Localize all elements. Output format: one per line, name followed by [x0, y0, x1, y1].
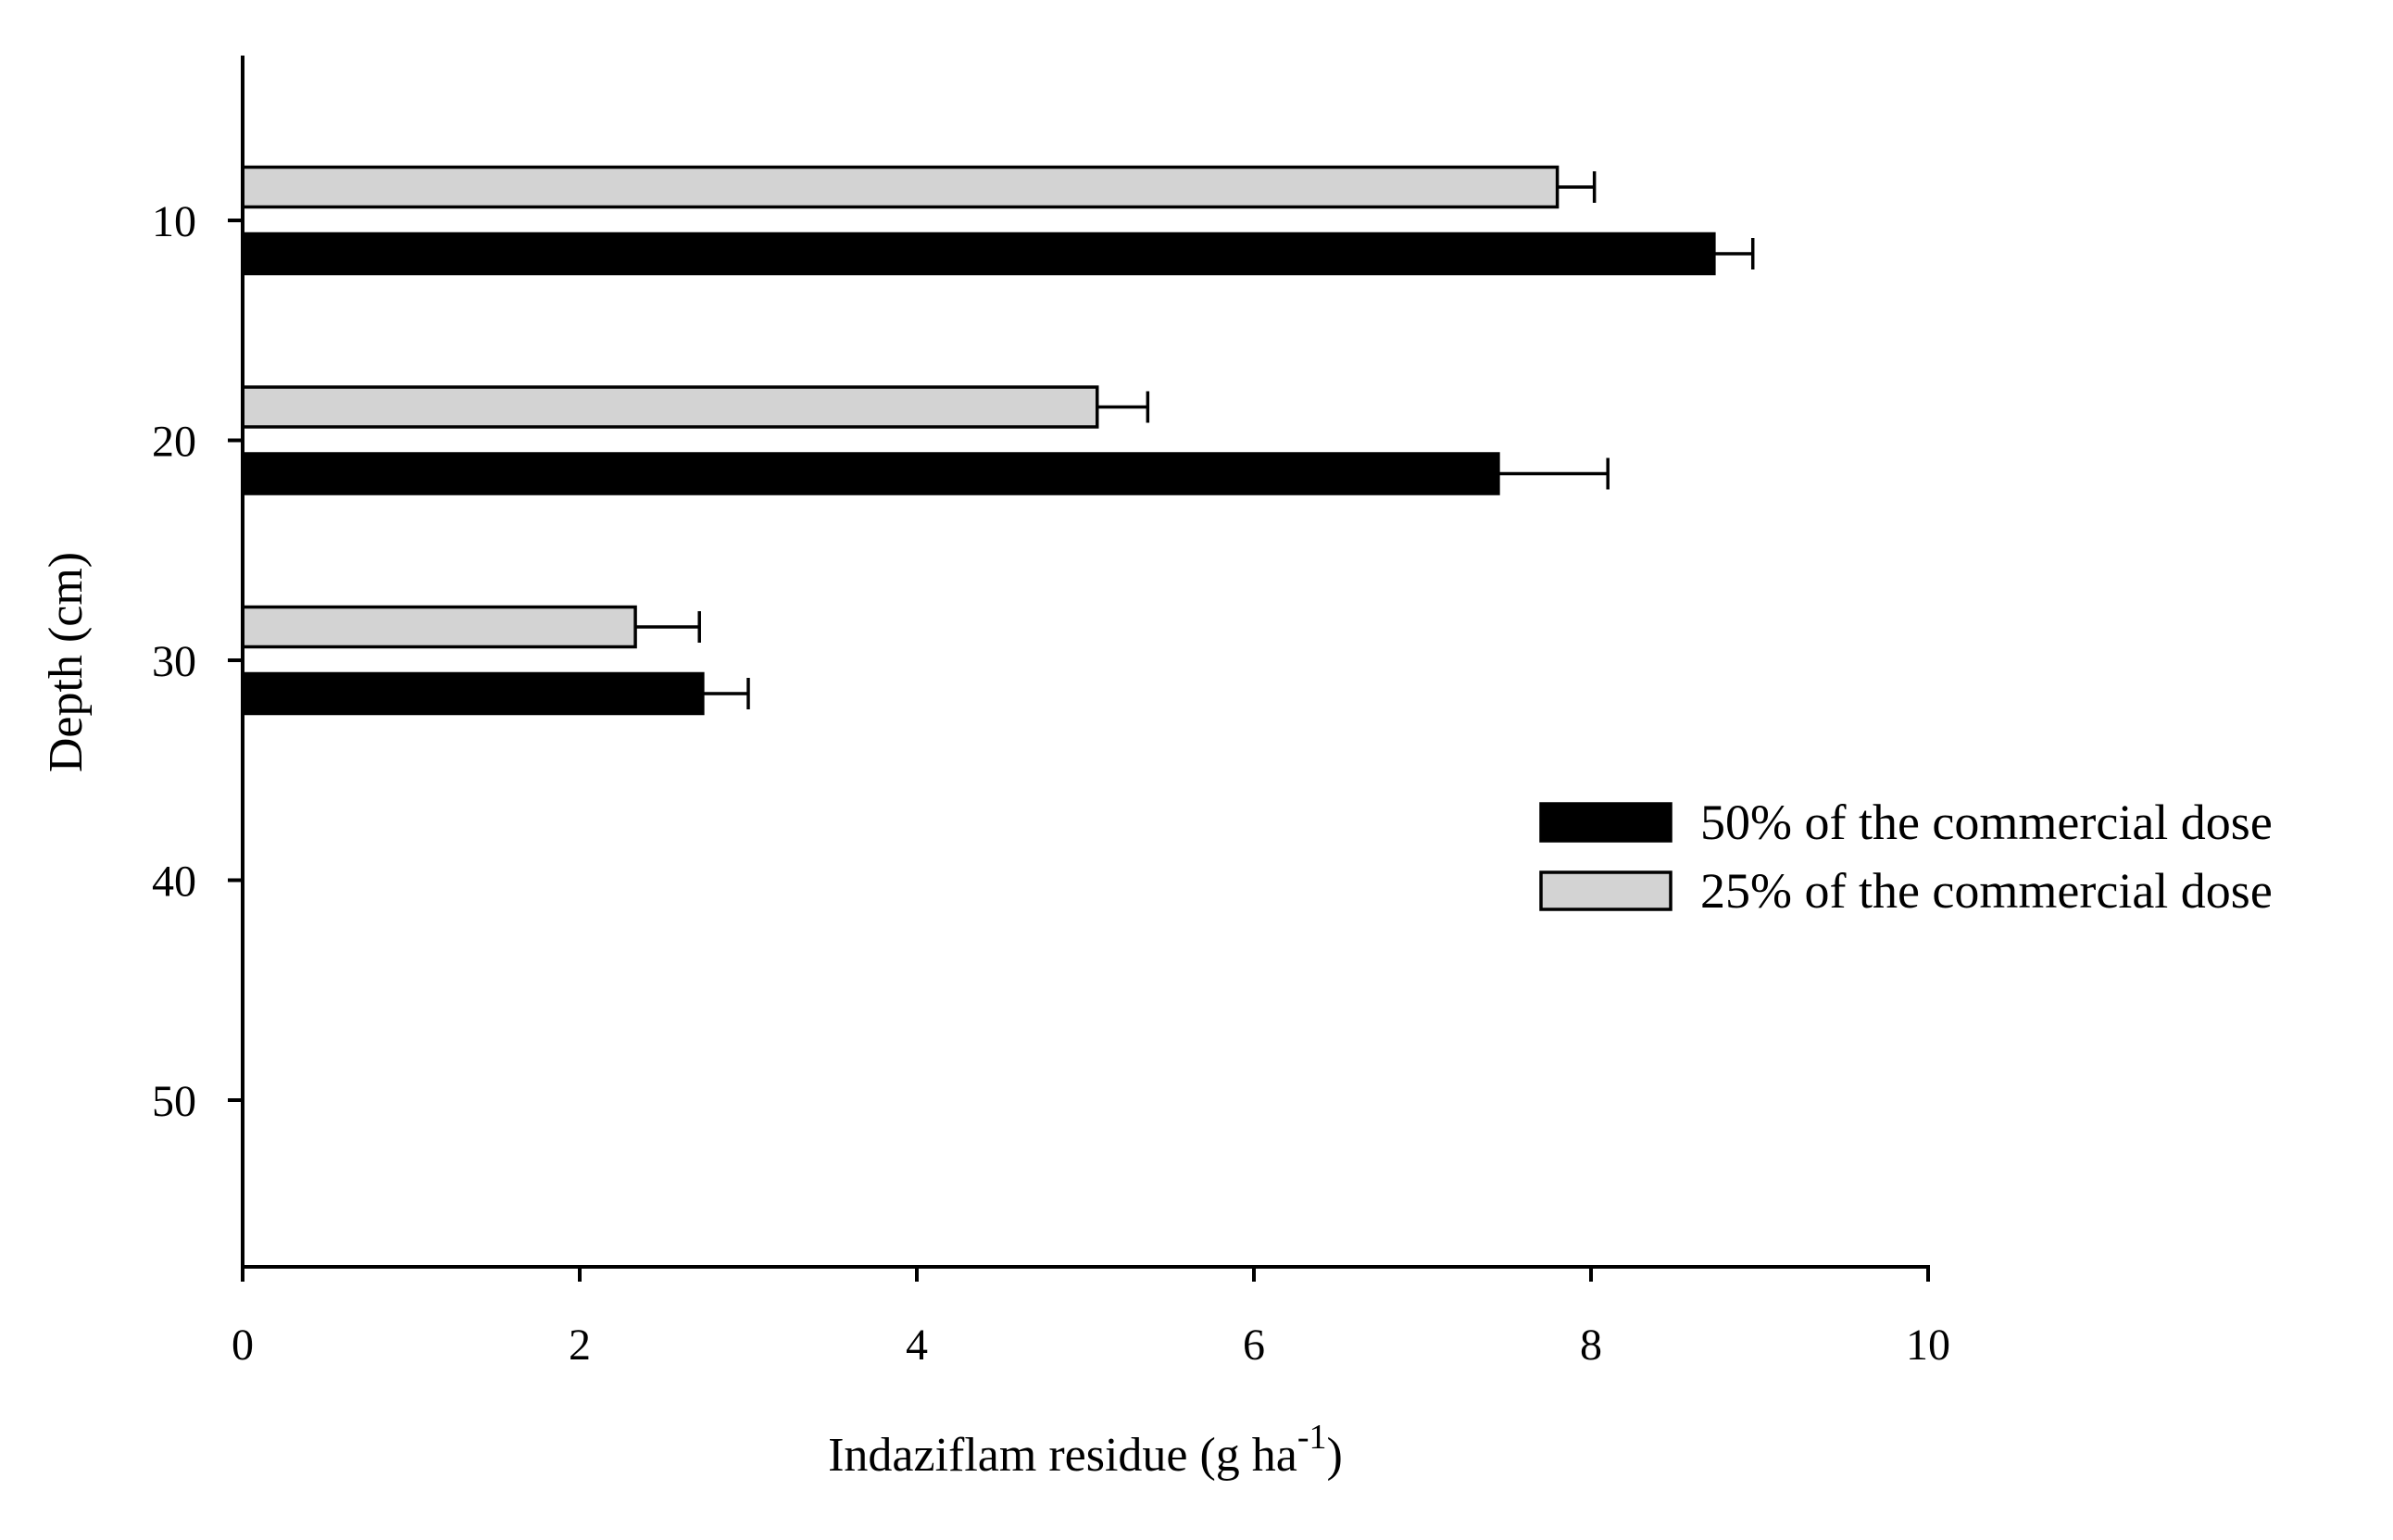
x-tick-label-2: 2: [569, 1321, 591, 1370]
bars-layer: [241, 165, 1716, 716]
legend-swatch-50pct: [1539, 802, 1673, 843]
x-ticks: 0 2 4 6 8 10: [232, 1267, 1950, 1370]
y-tick-label-40: 40: [152, 858, 196, 907]
legend-swatch-25pct: [1539, 870, 1673, 911]
error-bars-layer: [635, 171, 1755, 709]
bar-50pct-depth-10: [241, 232, 1716, 276]
x-tick-label-10: 10: [1906, 1321, 1950, 1370]
y-tick-label-20: 20: [152, 418, 196, 467]
y-tick-label-10: 10: [152, 197, 196, 246]
bar-50pct-depth-30: [241, 671, 705, 716]
x-tick-label-8: 8: [1580, 1321, 1602, 1370]
legend: 50% of the commercial dose 25% of the com…: [1539, 795, 2273, 919]
y-axis-title: Depth (cm): [40, 552, 93, 772]
x-tick-label-0: 0: [232, 1321, 254, 1370]
bar-25pct-depth-10: [241, 165, 1560, 209]
x-tick-label-6: 6: [1243, 1321, 1265, 1370]
bar-50pct-depth-20: [241, 452, 1500, 495]
y-ticks: 10 20 30 40 50: [152, 197, 243, 1126]
x-axis-title-superscript: -1: [1297, 1418, 1327, 1457]
bar-25pct-depth-30: [241, 605, 637, 649]
x-axis-title: Indaziflam residue (g ha-1): [828, 1418, 1343, 1482]
x-axis-title-suffix: ): [1327, 1429, 1343, 1482]
legend-label-25pct: 25% of the commercial dose: [1700, 863, 2273, 919]
y-tick-label-50: 50: [152, 1077, 196, 1126]
legend-label-50pct: 50% of the commercial dose: [1700, 795, 2273, 850]
x-tick-label-4: 4: [906, 1321, 928, 1370]
bar-25pct-depth-20: [241, 385, 1099, 429]
y-tick-label-30: 30: [152, 637, 196, 686]
